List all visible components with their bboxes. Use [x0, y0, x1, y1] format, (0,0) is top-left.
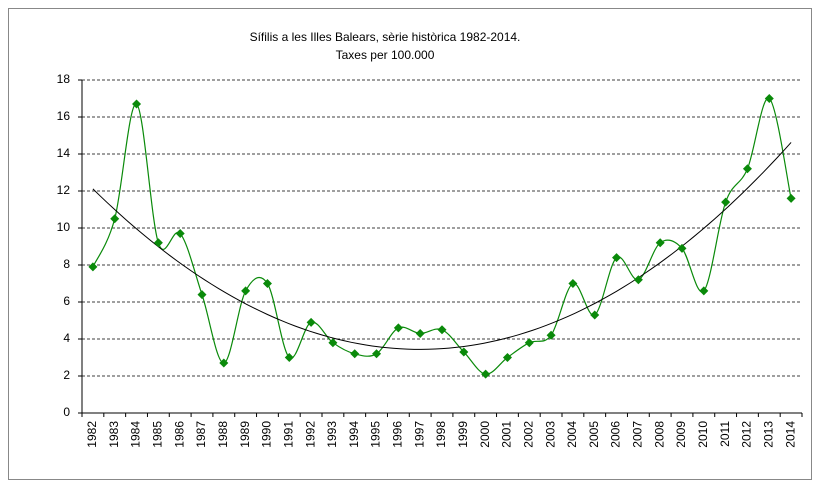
x-tick-label: 2010 — [696, 421, 710, 448]
x-tick-label: 1989 — [238, 421, 252, 448]
point — [328, 338, 338, 348]
point — [459, 347, 469, 357]
point — [786, 193, 796, 203]
point — [612, 253, 622, 263]
point — [110, 214, 120, 224]
point — [590, 310, 600, 320]
chart-subtitle: Taxes per 100.000 — [336, 48, 435, 62]
x-tick-label: 1998 — [434, 421, 448, 448]
point — [219, 358, 229, 368]
x-tick-label: 2008 — [652, 421, 666, 448]
x-tick-label: 1983 — [107, 421, 121, 448]
point — [197, 290, 207, 300]
y-tick-label: 12 — [57, 183, 71, 197]
x-tick-label: 1999 — [456, 421, 470, 448]
point — [677, 243, 687, 253]
x-tick-label: 1995 — [369, 421, 383, 448]
x-tick-label: 1992 — [303, 421, 317, 448]
point — [568, 279, 578, 288]
point — [721, 197, 731, 207]
x-tick-label: 2001 — [500, 421, 514, 448]
y-tick-label: 8 — [63, 257, 70, 271]
y-tick-label: 6 — [63, 294, 70, 308]
y-tick-label: 4 — [63, 331, 70, 345]
point — [437, 325, 447, 335]
point — [175, 229, 185, 239]
point — [241, 286, 251, 296]
point — [393, 323, 403, 333]
x-tick-label: 1997 — [412, 421, 426, 448]
x-tick-label: 1990 — [260, 421, 274, 448]
point — [742, 164, 752, 174]
point — [633, 275, 643, 285]
point — [88, 262, 98, 272]
x-tick-label: 2014 — [783, 421, 797, 448]
point — [699, 286, 709, 296]
point — [764, 94, 774, 103]
y-tick-label: 18 — [57, 72, 71, 86]
point — [262, 279, 272, 288]
x-tick-label: 1985 — [151, 421, 165, 448]
y-tick-label: 10 — [57, 220, 71, 234]
point — [306, 317, 316, 327]
x-tick-label: 2012 — [740, 421, 754, 448]
point — [546, 330, 556, 340]
x-tick-label: 2000 — [478, 421, 492, 448]
point — [350, 349, 360, 359]
point — [415, 328, 425, 338]
chart-frame — [8, 8, 812, 480]
y-tick-label: 0 — [63, 405, 70, 419]
x-tick-label: 1991 — [281, 421, 295, 448]
x-tick-label: 1986 — [172, 421, 186, 448]
x-tick-label: 2006 — [609, 421, 623, 448]
point — [372, 349, 382, 359]
x-tick-label: 1996 — [391, 421, 405, 448]
x-tick-label: 2013 — [761, 421, 775, 448]
x-tick-label: 2005 — [587, 421, 601, 448]
x-tick-label: 1984 — [129, 421, 143, 448]
x-tick-label: 1993 — [325, 421, 339, 448]
trendline — [92, 142, 792, 350]
chart-title: Sífilis a les Illes Balears, sèrie histò… — [250, 30, 521, 44]
y-tick-label: 2 — [63, 368, 70, 382]
x-tick-label: 2009 — [674, 421, 688, 448]
x-tick-label: 1987 — [194, 421, 208, 448]
point — [284, 353, 294, 362]
point — [524, 338, 534, 348]
point — [502, 353, 512, 362]
y-tick-label: 14 — [57, 146, 71, 160]
x-tick-label: 1994 — [347, 421, 361, 448]
y-tick-label: 16 — [57, 109, 71, 123]
x-tick-label: 2003 — [543, 421, 557, 448]
point — [655, 238, 665, 248]
point — [153, 238, 163, 248]
x-tick-label: 2011 — [718, 421, 732, 447]
x-tick-label: 1988 — [216, 421, 230, 448]
x-tick-label: 2002 — [521, 421, 535, 448]
point — [132, 99, 142, 109]
x-tick-label: 2007 — [631, 421, 645, 448]
x-tick-label: 1982 — [85, 421, 99, 448]
x-tick-label: 2004 — [565, 421, 579, 448]
point — [481, 369, 491, 379]
